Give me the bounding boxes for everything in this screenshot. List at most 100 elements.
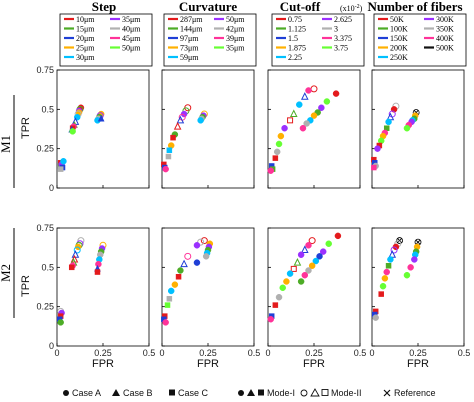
data-point (166, 147, 173, 153)
marker-legend: Case A Case B Case C Mode-I Mode-II Reference (63, 388, 436, 398)
data-point (289, 109, 298, 118)
data-point (296, 101, 303, 108)
data-point (94, 269, 101, 275)
legend-entry: 39μm (226, 34, 245, 43)
legend-entry: 350K (436, 25, 454, 34)
y-tick-label: 0.25 (36, 144, 54, 154)
x-tick-label: 0.5 (143, 348, 156, 358)
x-axis-label: FPR (303, 358, 325, 370)
y-tick-label: 0.25 (36, 302, 54, 312)
legend-entry: 10μm (76, 15, 95, 24)
legend-entry: 1.125 (288, 25, 306, 34)
panel-r1-c2: 0 0.25 0.5 FPR (265, 227, 366, 370)
data-point (279, 284, 286, 292)
data-point (308, 237, 316, 245)
data-point (299, 124, 307, 132)
data-point (175, 274, 182, 280)
data-point (332, 90, 340, 97)
panel-r1-c1: 0 0.25 0.5 FPR (159, 227, 260, 370)
legend-entry: 300K (436, 15, 454, 24)
panel-r0-c3 (371, 69, 465, 189)
data-point (290, 265, 297, 272)
y-tick-label: 0.75 (36, 223, 54, 233)
x-tick-label: 0.25 (199, 348, 217, 358)
data-point (403, 271, 411, 279)
data-point (170, 134, 176, 141)
x-axis-label: FPR (92, 358, 114, 370)
legend-entry: 50K (390, 15, 404, 24)
data-point (176, 115, 185, 124)
legend-entry: 144μm (180, 25, 203, 34)
data-point (281, 124, 288, 132)
legend-entry: 287μm (180, 15, 203, 24)
legend-entry: 97μm (180, 34, 199, 43)
data-point (197, 117, 204, 124)
legend-entry: 400K (436, 34, 454, 43)
panel-title-curvature: Curvature (179, 0, 237, 14)
x-tick-label: 0.25 (305, 348, 323, 358)
legend-entry: 42μm (226, 25, 245, 34)
cutoff-unit: (x10-2) (340, 4, 363, 13)
legend-entry: 2.625 (334, 15, 352, 24)
data-point (283, 278, 290, 285)
legend-entry: 35μm (122, 15, 141, 24)
case-b-marker (112, 389, 120, 396)
legend-entry: 30μm (76, 53, 95, 62)
data-point (305, 267, 312, 274)
data-point (379, 282, 387, 290)
data-point (60, 158, 67, 165)
data-point (293, 257, 302, 266)
data-point (334, 232, 342, 240)
x-tick-label: 0 (265, 348, 270, 358)
legend-entry: 20μm (76, 34, 95, 43)
row-label-m2: M2 (0, 228, 15, 318)
legend-entry: 45μm (122, 34, 141, 43)
y-tick-label: 0.5 (41, 262, 54, 272)
data-point (387, 256, 394, 263)
legend-entry: 100K (390, 25, 408, 34)
data-point (286, 270, 294, 277)
data-point (318, 104, 325, 112)
y-axis-label: TPR (20, 117, 32, 139)
data-point (95, 260, 102, 268)
data-point (164, 302, 171, 308)
data-point (319, 248, 327, 255)
data-point (383, 268, 390, 276)
data-point (167, 287, 175, 295)
data-point (390, 246, 398, 254)
svg-text:M2: M2 (0, 264, 13, 282)
x-tick-label: 0 (159, 348, 164, 358)
x-tick-label: 0 (54, 348, 59, 358)
legend-entry: 3.75 (334, 44, 348, 53)
mode-ii-triangle (310, 388, 320, 397)
data-point (297, 278, 305, 285)
data-point (177, 267, 184, 274)
x-tick-label: 0.25 (94, 348, 112, 358)
data-point (378, 291, 384, 297)
y-tick-label: 0.5 (41, 104, 54, 114)
y-tick-label: 0.75 (36, 65, 54, 75)
data-point (371, 164, 377, 171)
data-point (316, 253, 323, 260)
data-point (381, 275, 389, 282)
panel-title-cutoff: Cut-off (280, 0, 321, 14)
case-a-marker (63, 390, 69, 396)
legend-entry: 150K (390, 34, 408, 43)
panel-r1-c3: 0 0.25 0.5 FPR (369, 227, 470, 370)
legend-entry: 50μm (226, 15, 245, 24)
reference-label: Reference (394, 388, 436, 398)
data-point (57, 166, 64, 172)
legend-entry: 1.875 (288, 44, 306, 53)
panel-title-step: Step (92, 0, 117, 14)
mode-i-label: Mode-I (267, 388, 295, 398)
data-point (325, 240, 332, 247)
x-tick-label: 0 (369, 348, 374, 358)
mode-ii-circle (300, 389, 308, 397)
row-label-m1: M1 (0, 95, 15, 188)
data-point (97, 114, 105, 122)
data-point (173, 122, 182, 130)
